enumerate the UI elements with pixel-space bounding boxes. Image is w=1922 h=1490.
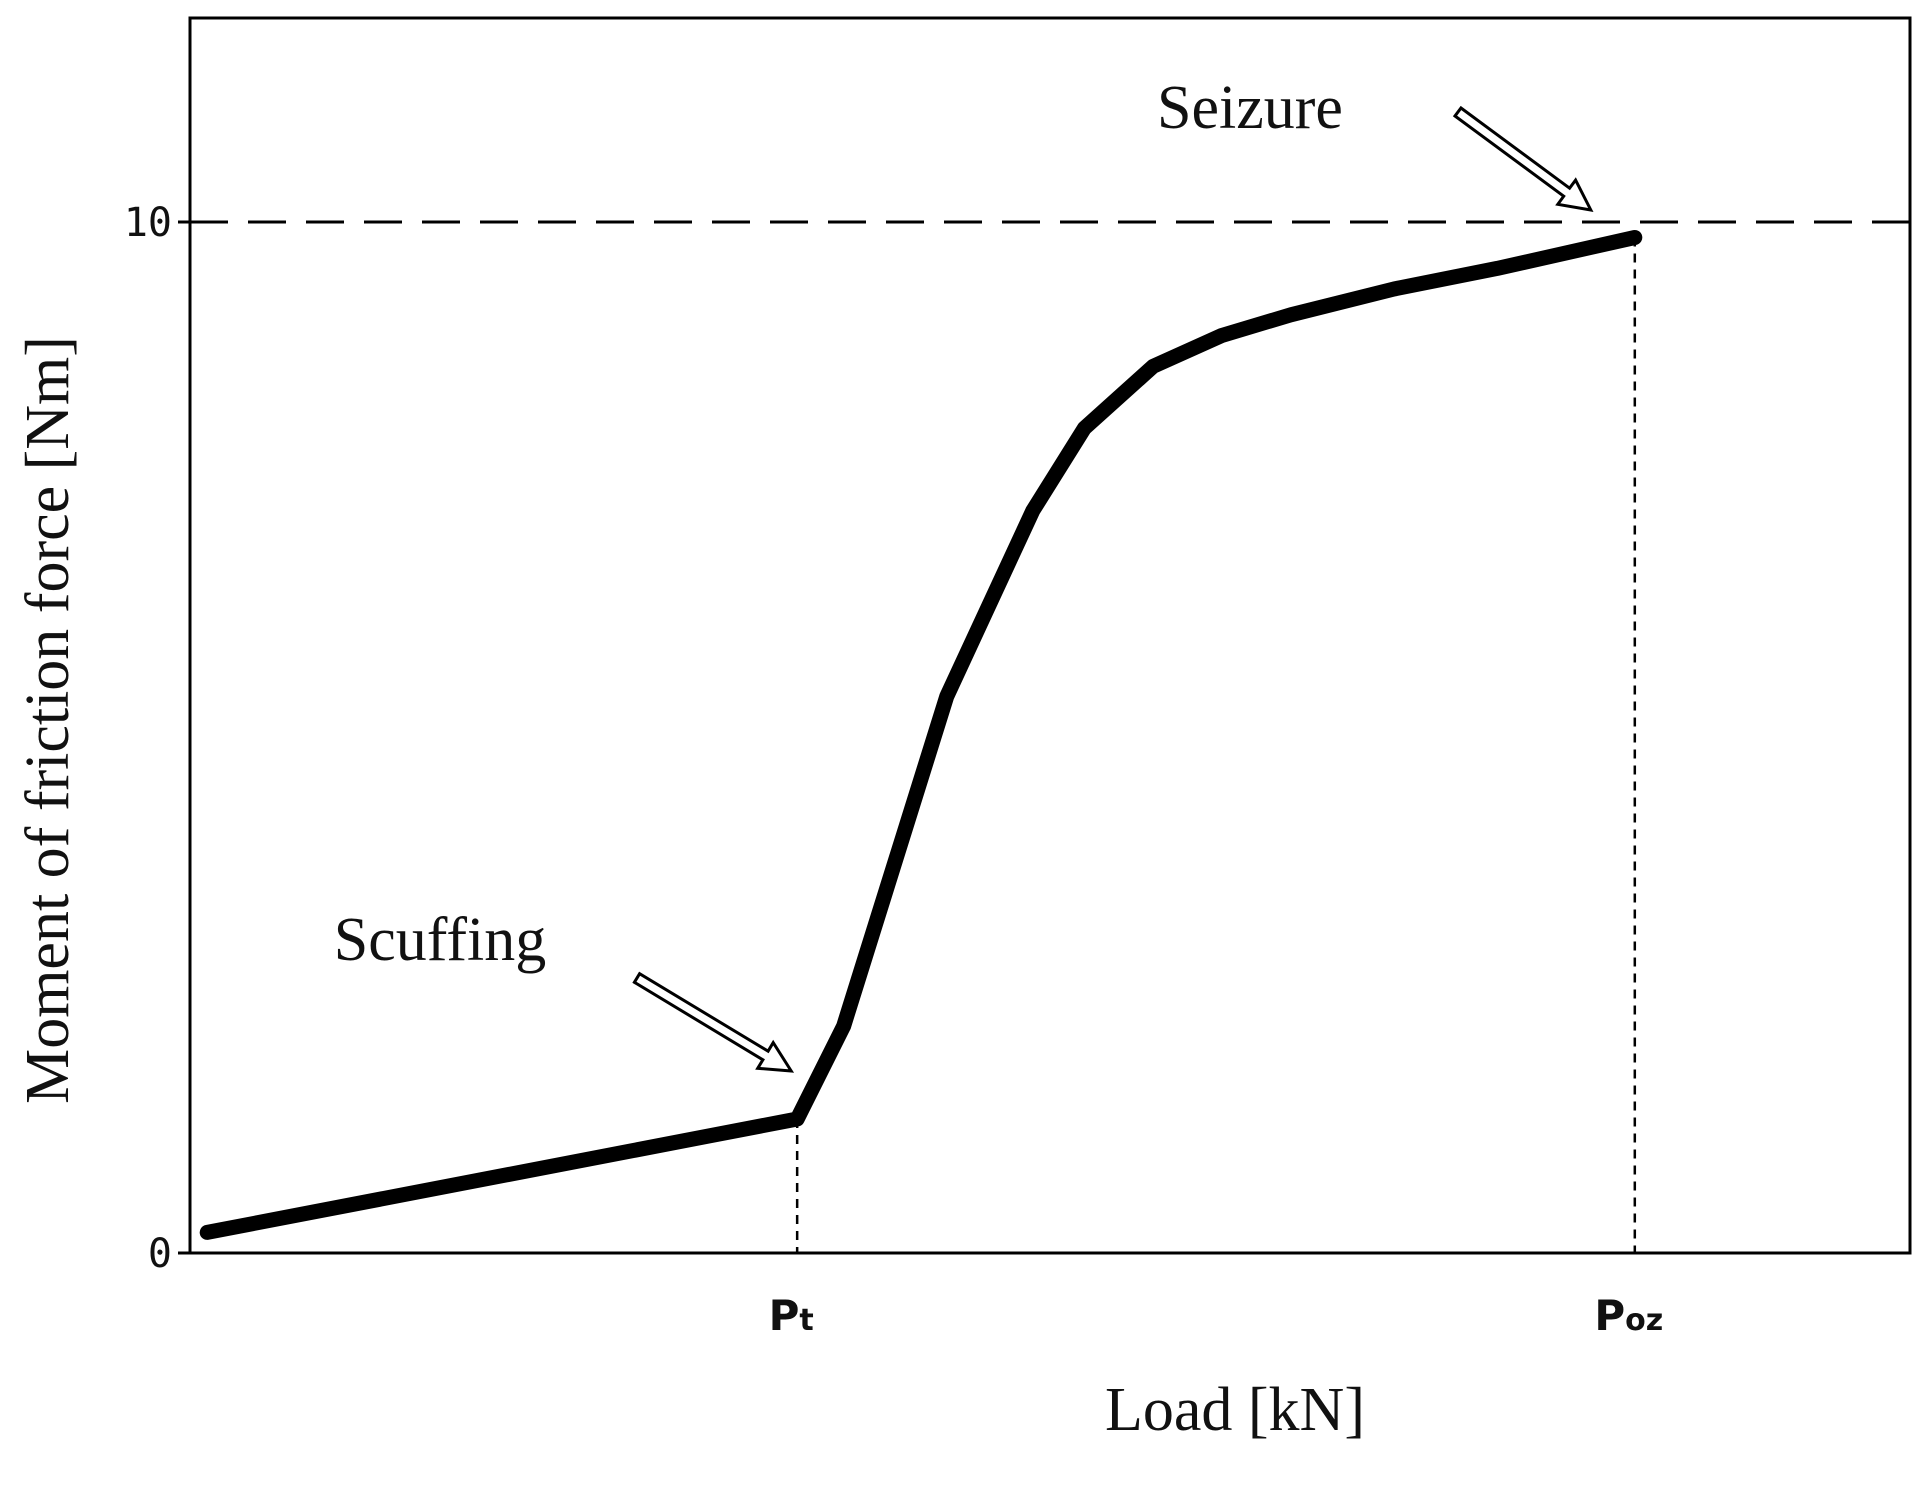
- x-axis-label: Load [kN]: [1105, 1376, 1365, 1444]
- x-tick-label-main: P: [769, 1291, 800, 1340]
- seizure-annotation: Seizure: [1157, 74, 1343, 142]
- x-tick-label-main: P: [1594, 1291, 1625, 1340]
- y-axis-label: Moment of friction force [Nm]: [14, 336, 82, 1104]
- friction-moment-series-line: [199, 230, 1643, 1240]
- x-tick-label-1: Poz: [1594, 1291, 1663, 1340]
- y-tick-label-0: 0: [148, 1231, 172, 1277]
- seizure-arrow: [1452, 105, 1594, 212]
- scuffing-annotation: Scuffing: [334, 906, 546, 974]
- x-tick-label-subscript: oz: [1625, 1303, 1663, 1338]
- scuffing-arrow: [632, 971, 795, 1073]
- plot-frame: [188, 16, 1912, 1255]
- chart-marks: [199, 105, 1643, 1240]
- plot-area: [178, 16, 1912, 1255]
- x-tick-label-subscript: t: [799, 1303, 813, 1338]
- x-tick-label-0: Pt: [769, 1291, 814, 1340]
- y-tick-label-10: 10: [124, 200, 172, 246]
